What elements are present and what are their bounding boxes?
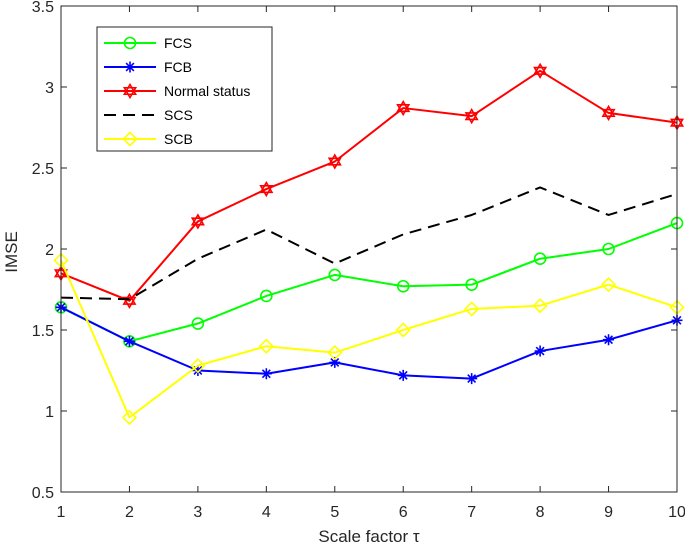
data-point (327, 153, 342, 166)
legend-label: FCB (164, 59, 192, 75)
data-point (122, 296, 137, 309)
tick-layer: 1 2 3 4 5 6 7 8 9 100.511.522.533.5 (32, 0, 685, 521)
x-axis-title: Scale factor τ (318, 527, 419, 546)
legend-label: FCS (164, 35, 192, 51)
y-tick-label: 2.5 (32, 161, 54, 178)
legend-marker (124, 61, 136, 73)
data-point (327, 345, 343, 361)
data-point (328, 268, 342, 282)
data-point (533, 252, 547, 266)
data-point (533, 62, 548, 75)
legend-marker (123, 36, 137, 50)
series-normal-status (53, 62, 685, 309)
data-point (464, 108, 479, 121)
data-point (192, 365, 204, 376)
legend-item: FCB (104, 59, 192, 75)
data-point (464, 112, 479, 125)
legend-label: SCB (164, 131, 193, 147)
legend-marker (122, 86, 138, 100)
data-point (396, 104, 411, 117)
legend-item: Normal status (104, 82, 250, 100)
y-tick-label: 0.5 (32, 485, 54, 502)
legend-marker (122, 131, 138, 147)
legend-marker (122, 82, 138, 96)
y-tick-label: 2 (45, 242, 54, 259)
x-tick-label: 4 (262, 504, 271, 521)
data-point (121, 409, 138, 426)
x-tick-label: 7 (467, 504, 476, 521)
data-point (396, 99, 411, 113)
data-point (601, 108, 616, 122)
data-point (603, 334, 615, 346)
y-axis-title: IMSE (2, 231, 21, 273)
y-tick-label: 1 (45, 404, 54, 421)
x-tick-label: 6 (399, 504, 408, 521)
x-tick-label: 2 (125, 504, 134, 521)
data-point (260, 289, 273, 303)
legend-label: Normal status (164, 83, 250, 99)
data-point (329, 356, 341, 368)
data-point (259, 185, 274, 198)
data-point (396, 279, 410, 293)
data-point (260, 368, 272, 380)
data-point (600, 277, 617, 293)
series-fcs (54, 216, 684, 348)
data-point (464, 301, 480, 317)
x-tick-label: 9 (604, 504, 613, 521)
series-line (60, 222, 678, 343)
legend-item: SCB (104, 131, 193, 147)
x-tick-label: 1 (57, 504, 66, 521)
series-layer (53, 62, 685, 426)
data-point (123, 335, 135, 347)
series-line (60, 69, 678, 302)
y-tick-label: 3.5 (32, 0, 54, 16)
data-point (190, 217, 205, 230)
legend: FCS FCB Normal status SCS SCB (96, 26, 273, 152)
x-tick-label: 8 (536, 504, 545, 521)
data-point (601, 104, 616, 117)
data-point (465, 278, 478, 291)
data-point (533, 66, 548, 79)
data-point (602, 242, 615, 256)
data-point (190, 358, 206, 374)
legend-item: FCS (104, 35, 192, 51)
data-point (190, 213, 205, 226)
series-scs (60, 186, 678, 301)
data-point (466, 373, 478, 385)
series-line (60, 186, 678, 301)
data-point (327, 157, 342, 170)
legend-label: SCS (164, 107, 193, 123)
series-line (60, 259, 678, 419)
y-tick-label: 3 (45, 80, 54, 97)
legend-item: SCS (104, 107, 193, 123)
x-tick-label: 5 (330, 504, 339, 521)
x-tick-label: 3 (193, 504, 202, 521)
data-point (395, 322, 411, 338)
data-point (532, 298, 548, 314)
data-point (191, 317, 205, 330)
series-fcb (55, 301, 683, 385)
data-point (259, 180, 274, 194)
x-tick-label: 10 (668, 504, 685, 521)
data-point (258, 338, 274, 354)
data-point (534, 345, 546, 357)
data-point (397, 369, 409, 381)
y-tick-label: 1.5 (32, 323, 54, 340)
series-line (60, 306, 678, 380)
